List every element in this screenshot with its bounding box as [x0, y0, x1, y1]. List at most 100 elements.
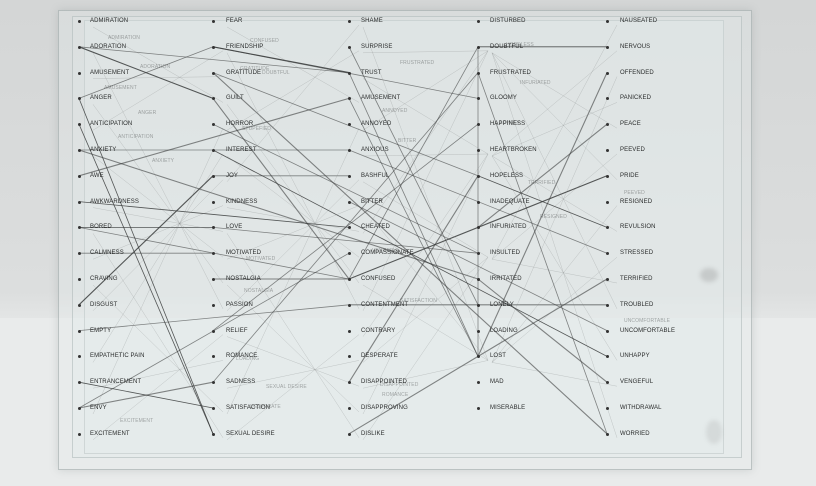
emotion-word: KINDNESS — [226, 198, 258, 205]
word-dot — [78, 329, 81, 333]
emotion-word: EXCITEMENT — [90, 430, 130, 437]
word-dot — [348, 45, 351, 49]
word-dot — [212, 329, 215, 333]
word-dot — [477, 149, 480, 152]
background-strand — [226, 26, 360, 103]
emotion-word: CONTRARY — [361, 327, 396, 334]
ghost-word: DOUBTFUL — [262, 70, 290, 76]
background-strand — [226, 284, 360, 413]
ghost-word: ADORATION — [140, 64, 171, 70]
background-strand — [362, 257, 489, 440]
ghost-word: GRATITUDE — [240, 66, 270, 72]
emotion-word: AWKWARDNESS — [90, 198, 139, 205]
background-strand — [226, 50, 360, 131]
emotion-word: BORED — [90, 224, 112, 231]
background-strand — [226, 24, 360, 182]
emotion-word: RELIEF — [226, 327, 248, 334]
word-dot — [606, 123, 609, 127]
word-dot — [477, 278, 480, 281]
word-dot — [78, 226, 81, 230]
word-dot — [78, 407, 81, 410]
word-dot — [212, 200, 215, 204]
background-strand — [92, 104, 224, 284]
background-strand — [491, 52, 618, 309]
word-dot — [212, 381, 215, 385]
word-dot — [606, 407, 609, 410]
connection-line — [477, 72, 608, 434]
word-dot — [78, 97, 81, 101]
background-strand — [491, 153, 618, 260]
ghost-word: SATISFACTION — [400, 298, 437, 304]
smudge-mark — [700, 268, 718, 282]
background-strand — [491, 52, 618, 129]
emotion-word: SADNESS — [226, 379, 256, 386]
glass-panel-front — [58, 10, 752, 470]
word-dot — [348, 149, 351, 152]
emotion-word: COMPASSIONATE — [361, 250, 414, 257]
background-strand — [362, 50, 489, 54]
background-strand — [92, 153, 224, 363]
background-strand — [226, 179, 360, 311]
glass-panel-middle — [72, 16, 742, 458]
emotion-word: LONELY — [490, 301, 514, 308]
word-dot — [477, 407, 480, 410]
word-dot — [477, 97, 480, 101]
emotion-word: ANNOYED — [361, 121, 392, 128]
connection-line — [212, 46, 479, 99]
emotion-word: FRUSTRATED — [490, 69, 531, 76]
ghost-word: ANXIETY — [152, 158, 175, 164]
emotion-word: MISERABLE — [490, 405, 526, 411]
background-strand — [226, 334, 360, 440]
ghost-word: LOADING — [236, 356, 260, 362]
emotion-word: SURPRISE — [361, 43, 393, 50]
background-strand — [362, 78, 489, 155]
emotion-word: PANICKED — [620, 95, 652, 102]
connection-line — [212, 72, 608, 435]
emotion-word: ANXIETY — [90, 147, 117, 153]
emotion-word: AMUSEMENT — [90, 69, 130, 76]
background-strand — [362, 50, 489, 311]
word-dot — [348, 278, 351, 281]
word-dot — [78, 149, 81, 152]
ghost-word: TERRIFIED — [528, 180, 556, 186]
word-dot — [606, 329, 609, 333]
ghost-word: LONELY — [500, 120, 520, 126]
connection-line — [78, 149, 479, 280]
word-dot — [477, 355, 480, 359]
emotion-word: DISTURBED — [490, 18, 526, 24]
word-dot — [78, 20, 81, 23]
background-strand — [491, 362, 618, 387]
connection-line — [348, 46, 479, 280]
background-strand — [362, 50, 489, 234]
emotion-word: ANTICIPATION — [90, 121, 133, 128]
background-strand — [226, 336, 360, 387]
emotion-word: DISLIKE — [361, 430, 385, 437]
emotion-word: BASHFUL — [361, 172, 390, 179]
ghost-word: AMUSEMENT — [104, 85, 137, 91]
ghost-word: RESIGNED — [540, 214, 567, 220]
word-dot — [477, 226, 480, 230]
emotion-word: GRATITUDE — [226, 69, 262, 76]
background-strand — [491, 52, 618, 438]
connection-line — [477, 72, 608, 357]
word-dot — [348, 97, 351, 101]
connection-line — [78, 46, 214, 99]
word-dot — [78, 303, 81, 307]
word-dot — [78, 278, 81, 281]
emotion-word: STRESSED — [620, 250, 654, 257]
connection-line — [212, 98, 350, 280]
connection-line — [78, 175, 214, 306]
word-dot — [78, 123, 81, 127]
word-dot — [477, 123, 480, 127]
connection-line — [348, 98, 479, 357]
emotion-word: EMPATHETIC PAIN — [90, 353, 145, 360]
emotion-word: UNHAPPY — [620, 353, 650, 360]
emotion-word: ROMANCE — [226, 353, 258, 360]
emotion-word: TROUBLED — [620, 301, 654, 308]
word-dot — [477, 381, 480, 385]
ghost-word: ANNOYED — [382, 108, 408, 114]
connection-line — [348, 72, 479, 357]
emotion-word: NOSTALGIA — [226, 276, 261, 282]
emotion-word: ANGER — [90, 95, 112, 102]
